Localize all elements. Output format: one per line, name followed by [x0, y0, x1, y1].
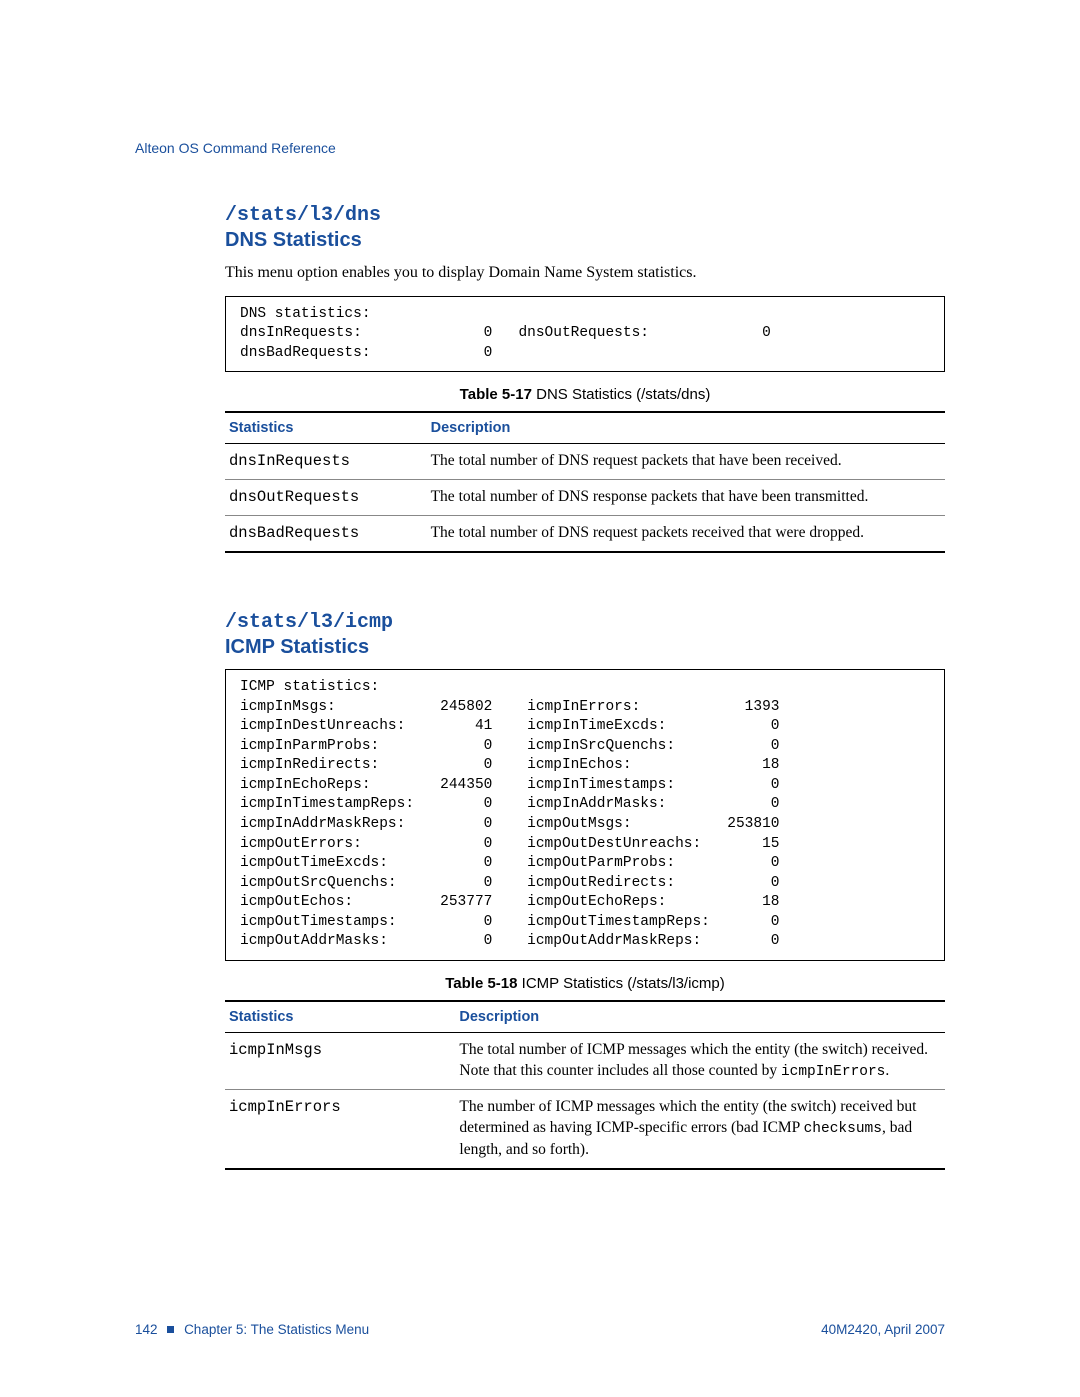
icmp-table-name: ICMP Statistics (/stats/l3/icmp) — [518, 975, 725, 992]
dns-code-output: DNS statistics: dnsInRequests: 0 dnsOutR… — [225, 296, 945, 373]
dns-table-caption: Table 5-17 DNS Statistics (/stats/dns) — [225, 386, 945, 403]
icmp-table-number: Table 5-18 — [445, 975, 517, 992]
dns-stats-table: Statistics Description dnsInRequests The… — [225, 411, 945, 553]
stat-desc: The number of ICMP messages which the en… — [455, 1090, 945, 1169]
icmp-stats-table: Statistics Description icmpInMsgs The to… — [225, 1000, 945, 1170]
icmp-code-output: ICMP statistics: icmpInMsgs: 245802 icmp… — [225, 669, 945, 961]
stat-desc: The total number of DNS response packets… — [427, 480, 945, 516]
dns-section: /stats/l3/dns DNS Statistics This menu o… — [225, 204, 945, 553]
icmp-th-description: Description — [455, 1001, 945, 1033]
dns-th-statistics: Statistics — [225, 412, 427, 444]
stat-name: dnsBadRequests — [225, 516, 427, 552]
table-row: dnsInRequests The total number of DNS re… — [225, 444, 945, 480]
stat-desc: The total number of ICMP messages which … — [455, 1032, 945, 1089]
page-footer: 142 Chapter 5: The Statistics Menu 40M24… — [135, 1322, 945, 1337]
dns-section-title: DNS Statistics — [225, 229, 945, 252]
desc-code: icmpInErrors — [781, 1064, 885, 1080]
stat-desc: The total number of DNS request packets … — [427, 516, 945, 552]
icmp-section: /stats/l3/icmp ICMP Statistics ICMP stat… — [225, 611, 945, 1170]
table-row: dnsOutRequests The total number of DNS r… — [225, 480, 945, 516]
stat-name: dnsInRequests — [225, 444, 427, 480]
stat-name: dnsOutRequests — [225, 480, 427, 516]
stat-name: icmpInMsgs — [225, 1032, 455, 1089]
stat-name: icmpInErrors — [225, 1090, 455, 1169]
dns-th-description: Description — [427, 412, 945, 444]
running-header: Alteon OS Command Reference — [135, 140, 945, 156]
dns-command-path: /stats/l3/dns — [225, 204, 945, 227]
desc-code: checksums — [804, 1121, 882, 1137]
icmp-table-caption: Table 5-18 ICMP Statistics (/stats/l3/ic… — [225, 975, 945, 992]
footer-square-icon — [167, 1326, 174, 1333]
desc-text: . — [885, 1062, 889, 1079]
dns-table-number: Table 5-17 — [460, 386, 532, 403]
page-content: Alteon OS Command Reference /stats/l3/dn… — [0, 0, 1080, 1260]
chapter-label: Chapter 5: The Statistics Menu — [184, 1322, 369, 1337]
table-row: dnsBadRequests The total number of DNS r… — [225, 516, 945, 552]
icmp-th-statistics: Statistics — [225, 1001, 455, 1033]
dns-table-name: DNS Statistics (/stats/dns) — [532, 386, 710, 403]
icmp-section-title: ICMP Statistics — [225, 636, 945, 659]
dns-intro-text: This menu option enables you to display … — [225, 262, 945, 284]
page-number: 142 — [135, 1322, 158, 1337]
table-row: icmpInMsgs The total number of ICMP mess… — [225, 1032, 945, 1089]
footer-right: 40M2420, April 2007 — [821, 1322, 945, 1337]
icmp-command-path: /stats/l3/icmp — [225, 611, 945, 634]
footer-left: 142 Chapter 5: The Statistics Menu — [135, 1322, 369, 1337]
table-row: icmpInErrors The number of ICMP messages… — [225, 1090, 945, 1169]
stat-desc: The total number of DNS request packets … — [427, 444, 945, 480]
